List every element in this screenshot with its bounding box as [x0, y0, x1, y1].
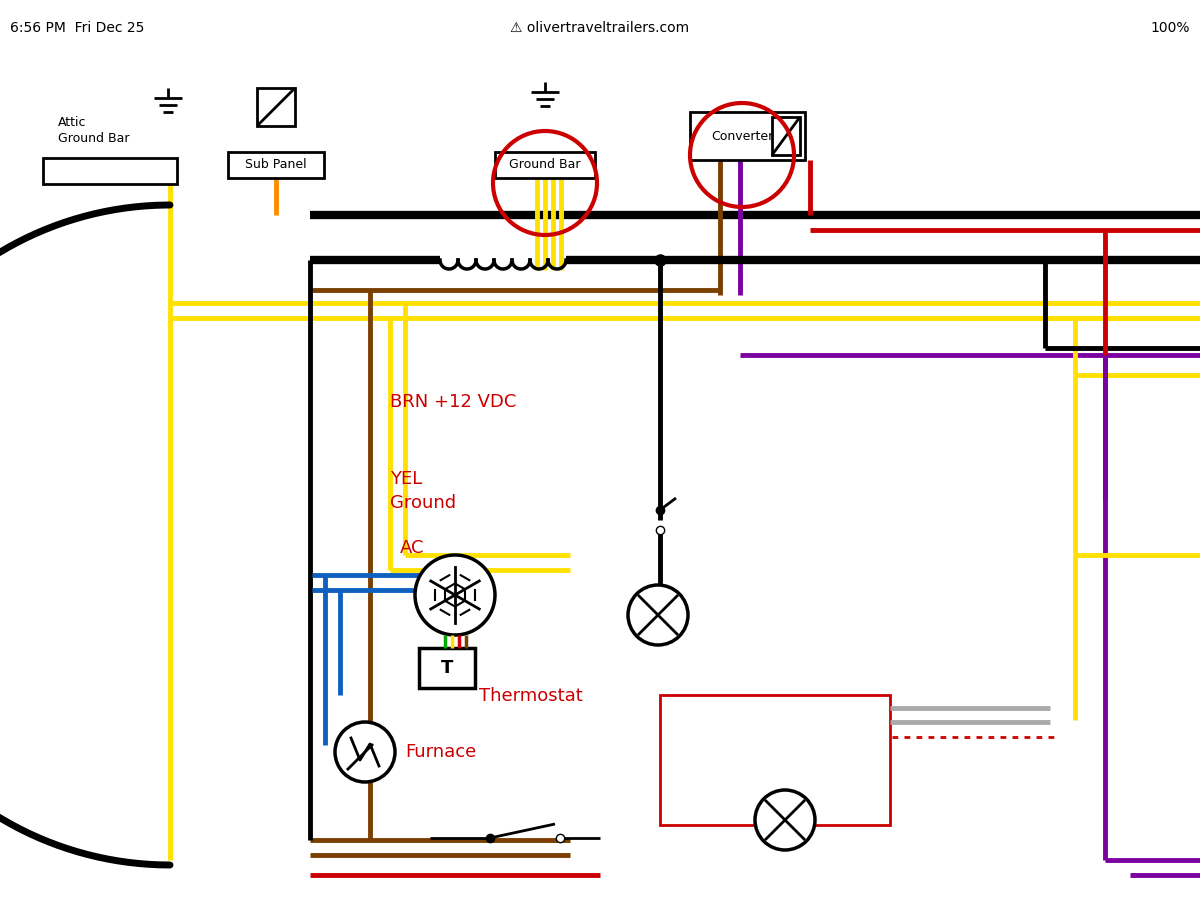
Text: AC: AC [400, 539, 425, 557]
Text: Converter: Converter [710, 130, 773, 142]
Text: Ground Bar: Ground Bar [509, 158, 581, 172]
Text: Furnace: Furnace [406, 743, 476, 761]
Circle shape [335, 722, 395, 782]
Text: 100%: 100% [1151, 21, 1190, 35]
Bar [228, 152, 324, 178]
Bar [496, 152, 595, 178]
Bar [690, 112, 805, 160]
Bar [43, 158, 178, 184]
Circle shape [415, 555, 496, 635]
Text: YEL
Ground: YEL Ground [390, 470, 456, 511]
Text: T: T [440, 659, 454, 677]
Text: ⚠ olivertraveltrailers.com: ⚠ olivertraveltrailers.com [510, 21, 690, 35]
Bar [660, 695, 890, 825]
Text: Thermostat: Thermostat [479, 687, 583, 705]
Bar [772, 117, 800, 155]
Bar [419, 648, 475, 688]
Text: Attic
Ground Bar: Attic Ground Bar [58, 115, 130, 145]
Text: Sub Panel: Sub Panel [245, 158, 307, 172]
Circle shape [755, 790, 815, 850]
Text: 6:56 PM  Fri Dec 25: 6:56 PM Fri Dec 25 [10, 21, 144, 35]
Circle shape [628, 585, 688, 645]
Bar [257, 88, 295, 126]
Text: BRN +12 VDC: BRN +12 VDC [390, 393, 516, 411]
